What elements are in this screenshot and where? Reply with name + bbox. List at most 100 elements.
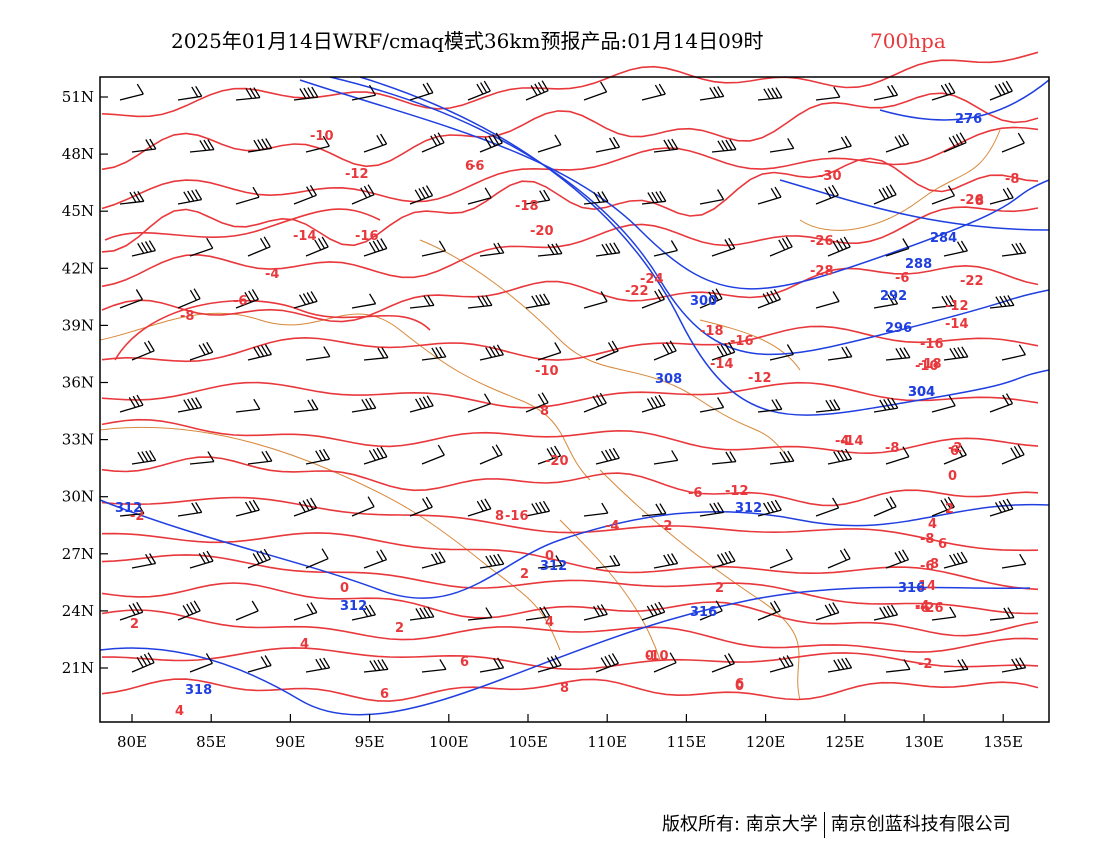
wind-barb bbox=[769, 655, 794, 673]
wind-barb bbox=[885, 549, 910, 569]
wind-barb bbox=[409, 496, 433, 517]
wind-barb bbox=[305, 346, 331, 361]
wind-barb bbox=[467, 80, 491, 101]
wind-barb bbox=[409, 185, 434, 205]
wind-barb bbox=[931, 496, 955, 517]
footer-separator bbox=[823, 812, 825, 838]
height-contour-label: 284 bbox=[930, 231, 957, 246]
temperature-contour bbox=[101, 206, 1039, 288]
temperature-contour-label: 0 bbox=[645, 649, 654, 664]
wind-barb bbox=[943, 132, 967, 153]
wind-barb bbox=[827, 657, 853, 673]
y-tick-label: 33N bbox=[62, 431, 94, 449]
height-contour-label: 316 bbox=[898, 581, 925, 596]
wind-barb bbox=[989, 393, 1014, 413]
wind-barb bbox=[583, 291, 608, 309]
wind-barb bbox=[351, 496, 375, 517]
temperature-contour-label: -8 bbox=[1005, 172, 1019, 187]
wind-barb bbox=[653, 340, 677, 361]
temperature-contour bbox=[104, 208, 381, 241]
wind-barb bbox=[479, 242, 505, 257]
wind-barb bbox=[119, 601, 144, 621]
x-tick-label: 100E bbox=[429, 733, 469, 751]
wind-barb bbox=[293, 399, 319, 413]
wind-barb bbox=[769, 450, 795, 465]
wind-barb bbox=[351, 397, 377, 413]
wind-barb bbox=[653, 138, 679, 153]
height-contour-label: 276 bbox=[955, 112, 982, 127]
wind-barb bbox=[885, 347, 911, 361]
wind-barb bbox=[363, 133, 388, 153]
x-tick-label: 125E bbox=[825, 733, 865, 751]
temperature-contour-label: 6 bbox=[460, 655, 469, 670]
temperature-contour-label: -4 bbox=[835, 434, 849, 449]
temperature-contour-label: 4 bbox=[545, 615, 554, 630]
temperature-contour-label: -26 bbox=[920, 601, 944, 616]
wind-barb bbox=[653, 652, 677, 673]
wind-barb bbox=[595, 340, 619, 361]
wind-barb bbox=[479, 444, 503, 465]
wind-barb bbox=[119, 503, 145, 517]
temperature-contour-label: 4 bbox=[175, 704, 184, 719]
x-tick-label: 130E bbox=[904, 733, 944, 751]
wind-barb bbox=[699, 502, 725, 517]
wind-barb bbox=[827, 236, 851, 257]
wind-barb bbox=[189, 550, 214, 569]
wind-barb bbox=[885, 446, 910, 465]
temperature-contour bbox=[101, 554, 1039, 615]
wind-barb bbox=[931, 82, 956, 101]
wind-barb bbox=[931, 606, 957, 621]
wind-barb bbox=[305, 135, 330, 153]
height-contour-label: 304 bbox=[908, 385, 935, 400]
wind-barb bbox=[363, 347, 389, 361]
wind-barb bbox=[1001, 444, 1025, 465]
height-contour-label: 292 bbox=[880, 289, 907, 304]
wind-barb bbox=[525, 189, 551, 205]
wind-barb bbox=[525, 293, 551, 309]
height-contour-label: 296 bbox=[885, 321, 912, 336]
boundary-line bbox=[419, 239, 791, 461]
wind-barb bbox=[815, 184, 839, 205]
wind-barb bbox=[467, 393, 492, 413]
temperature-contour bbox=[114, 299, 431, 361]
wind-barb bbox=[235, 398, 261, 413]
wind-barb bbox=[885, 659, 911, 673]
temperature-contour-label: 0 bbox=[948, 469, 957, 484]
wind-barb bbox=[827, 548, 851, 569]
wind-barb bbox=[467, 607, 493, 621]
temperature-contour-label: -4 bbox=[605, 519, 619, 534]
temperature-contour bbox=[101, 264, 1039, 323]
wind-barb bbox=[583, 502, 609, 517]
temperature-contour-label: 8 bbox=[975, 194, 984, 209]
wind-barb bbox=[235, 186, 260, 205]
wind-barb bbox=[305, 448, 331, 465]
wind-barb bbox=[363, 238, 388, 257]
wind-barb bbox=[177, 397, 203, 413]
x-tick-label: 85E bbox=[196, 733, 226, 751]
wind-barb bbox=[247, 450, 273, 465]
wind-barb bbox=[943, 658, 969, 673]
wind-barb bbox=[583, 604, 608, 621]
temperature-contour-label: -24 bbox=[640, 272, 664, 287]
wind-barb bbox=[525, 500, 551, 517]
wind-barb bbox=[479, 553, 505, 569]
height-contour-label: 318 bbox=[185, 683, 212, 698]
temperature-contour-label: -8 bbox=[180, 309, 194, 324]
wind-barb bbox=[189, 139, 215, 153]
temperature-contour-label: 6 bbox=[465, 159, 474, 174]
wind-barb bbox=[873, 604, 899, 621]
temperature-contour-label: -16 bbox=[730, 334, 754, 349]
wind-barb bbox=[119, 83, 144, 101]
y-tick-label: 45N bbox=[62, 202, 94, 220]
wind-barb bbox=[177, 85, 203, 101]
wind-barb bbox=[769, 236, 793, 257]
wind-barb bbox=[757, 600, 781, 621]
wind-barb bbox=[247, 236, 271, 257]
temperature-contour-label: -2 bbox=[130, 509, 144, 524]
wind-barb bbox=[711, 653, 735, 673]
wind-barb bbox=[699, 600, 723, 621]
temperature-labels: -10-12-14 -16-18-20-22-24-26-28-30-18-16-… bbox=[130, 129, 1019, 719]
temperature-contour-label: 2 bbox=[395, 621, 404, 636]
temperature-contour bbox=[101, 678, 1039, 702]
wind-barb bbox=[421, 132, 445, 153]
